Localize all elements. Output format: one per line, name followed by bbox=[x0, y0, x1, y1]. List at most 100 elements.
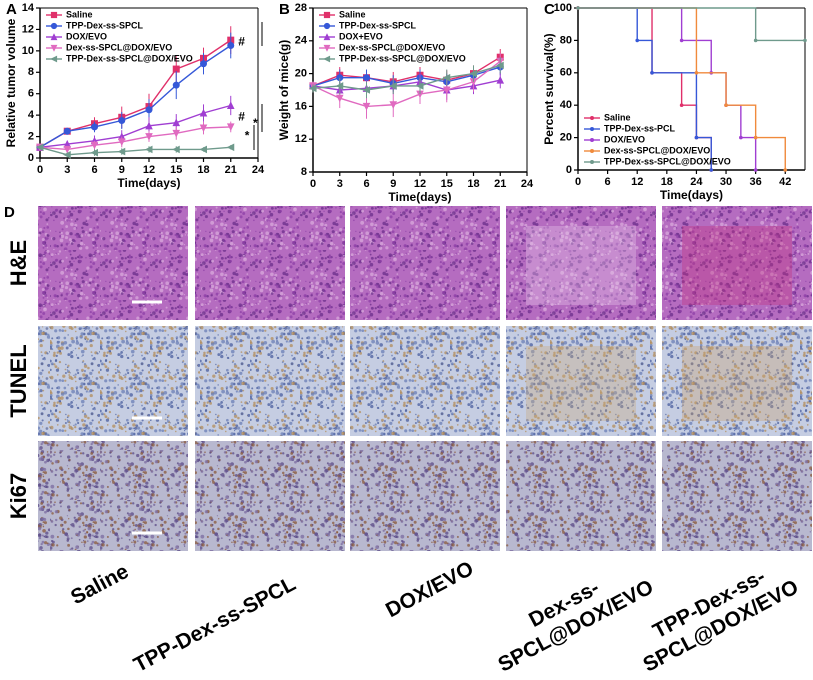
marker bbox=[50, 22, 58, 30]
marker bbox=[783, 168, 788, 172]
marker bbox=[389, 101, 398, 109]
x-tick-label: 42 bbox=[779, 176, 791, 188]
annotation: * bbox=[245, 129, 250, 143]
x-tick-label: 12 bbox=[631, 176, 643, 188]
legend-label: Dex-ss-SPCL@DOX/EVO bbox=[604, 145, 710, 155]
y-tick-label: 8 bbox=[301, 166, 307, 178]
marker bbox=[227, 42, 235, 49]
x-tick-label: 12 bbox=[143, 164, 155, 176]
series-line bbox=[39, 146, 231, 156]
y-axis-title: Weight of mice(g) bbox=[277, 40, 291, 140]
x-tick-label: 3 bbox=[64, 164, 70, 176]
x-tick-label: 0 bbox=[310, 178, 316, 190]
column-label-line: DOX/EVO bbox=[382, 557, 477, 622]
x-tick-label: 9 bbox=[119, 164, 125, 176]
y-tick-label: 10 bbox=[22, 45, 34, 57]
marker bbox=[724, 103, 728, 107]
marker bbox=[694, 71, 699, 75]
marker bbox=[199, 145, 207, 154]
marker bbox=[172, 118, 181, 127]
column-label: Dex-ss-SPCL@DOX/EVO bbox=[483, 553, 658, 676]
series-line bbox=[39, 126, 231, 151]
marker bbox=[576, 6, 580, 10]
panel-label: A bbox=[6, 1, 17, 18]
y-tick-label: 16 bbox=[295, 100, 307, 112]
marker bbox=[323, 11, 331, 19]
micrograph bbox=[350, 441, 500, 551]
x-tick-label: 15 bbox=[441, 178, 453, 190]
marker bbox=[63, 150, 71, 159]
x-tick-label: 18 bbox=[197, 164, 209, 176]
marker bbox=[362, 102, 371, 111]
series-line bbox=[39, 44, 232, 148]
x-axis-title: Time(days) bbox=[117, 176, 180, 190]
y-tick-label: 2 bbox=[28, 130, 34, 142]
stain-region bbox=[526, 346, 636, 421]
micrograph bbox=[662, 206, 812, 320]
x-tick-label: 21 bbox=[225, 164, 237, 176]
marker bbox=[144, 145, 153, 154]
x-tick-label: 24 bbox=[252, 164, 265, 176]
y-axis-title: Percent survival(%) bbox=[542, 33, 556, 144]
column-label: TPP-Dex-ss-SPCL@DOX/EVO bbox=[628, 553, 803, 676]
micrograph bbox=[506, 441, 656, 551]
marker bbox=[635, 38, 640, 43]
legend-label: DOX/EVO bbox=[604, 134, 645, 144]
marker bbox=[63, 145, 72, 154]
series-line bbox=[312, 60, 501, 108]
x-tick-label: 0 bbox=[37, 164, 43, 176]
marker bbox=[469, 69, 477, 78]
legend-marker bbox=[590, 160, 594, 164]
y-tick-label: 80 bbox=[560, 34, 572, 46]
marker bbox=[63, 127, 71, 135]
marker bbox=[496, 61, 504, 70]
series-line bbox=[39, 104, 231, 148]
marker bbox=[90, 148, 98, 157]
marker bbox=[323, 44, 331, 52]
panel-label: C bbox=[544, 1, 555, 18]
marker bbox=[694, 135, 699, 140]
marker bbox=[679, 38, 684, 43]
y-tick-label: 40 bbox=[560, 99, 572, 111]
column-label-line: TPP-Dex-ss-SPCL bbox=[130, 572, 300, 677]
marker bbox=[442, 73, 451, 82]
marker bbox=[50, 44, 58, 52]
marker bbox=[442, 86, 451, 95]
marker bbox=[226, 101, 235, 109]
legend-label: TPP-Dex-ss-SPCL@DOX/EVO bbox=[66, 53, 193, 63]
legend-label: TPP-Dex-ss-SPCL bbox=[66, 20, 144, 30]
micrograph bbox=[506, 326, 656, 436]
x-tick-label: 30 bbox=[720, 176, 732, 188]
legend-label: Saline bbox=[66, 9, 93, 19]
marker bbox=[323, 33, 331, 41]
marker bbox=[199, 124, 208, 133]
x-tick-label: 0 bbox=[575, 176, 581, 188]
marker bbox=[172, 129, 181, 138]
marker bbox=[323, 55, 331, 63]
legend-label: Dex-ss-SPCL@DOX/EVO bbox=[66, 42, 172, 52]
marker bbox=[323, 22, 331, 30]
y-tick-label: 60 bbox=[560, 67, 572, 79]
marker bbox=[753, 135, 758, 140]
marker bbox=[117, 138, 126, 147]
y-tick-label: 0 bbox=[28, 152, 34, 164]
marker bbox=[91, 123, 98, 131]
column-label: TPP-Dex-ss-SPCL bbox=[130, 572, 300, 677]
marker bbox=[50, 11, 58, 19]
marker bbox=[803, 38, 807, 43]
marker bbox=[415, 82, 424, 90]
micrograph bbox=[38, 326, 188, 436]
panel-label: D bbox=[4, 204, 15, 221]
stain-region bbox=[682, 226, 792, 305]
marker bbox=[117, 147, 126, 156]
marker bbox=[335, 94, 344, 103]
micrograph bbox=[506, 206, 656, 320]
row-label: Ki67 bbox=[6, 473, 31, 519]
x-tick-label: 24 bbox=[690, 176, 703, 188]
legend-label: TPP-Dex-ss-PCL bbox=[604, 123, 676, 133]
micrograph bbox=[662, 326, 812, 436]
x-tick-label: 18 bbox=[661, 176, 673, 188]
x-tick-label: 18 bbox=[467, 178, 479, 190]
x-axis-title: Time(days) bbox=[660, 188, 723, 202]
marker bbox=[496, 76, 505, 84]
